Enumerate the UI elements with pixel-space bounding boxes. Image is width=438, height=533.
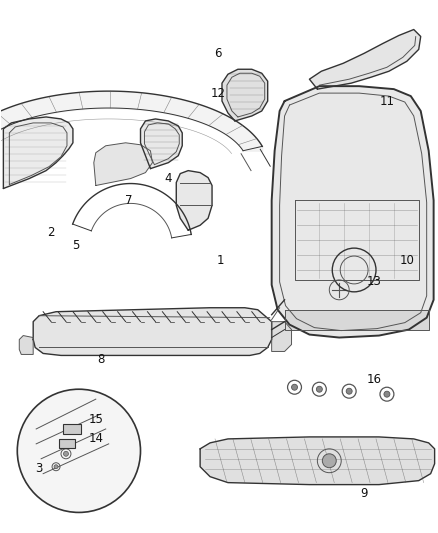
- Polygon shape: [272, 321, 292, 351]
- Text: 13: 13: [367, 276, 381, 288]
- Polygon shape: [33, 308, 272, 356]
- Text: 15: 15: [88, 413, 103, 425]
- Circle shape: [292, 384, 297, 390]
- Circle shape: [346, 388, 352, 394]
- Circle shape: [17, 389, 141, 512]
- Polygon shape: [176, 171, 212, 230]
- Circle shape: [54, 465, 58, 469]
- Circle shape: [316, 386, 322, 392]
- Text: 10: 10: [399, 254, 414, 266]
- Polygon shape: [285, 310, 429, 329]
- Text: 11: 11: [379, 94, 395, 108]
- Text: 9: 9: [360, 487, 368, 500]
- Polygon shape: [19, 336, 33, 354]
- Polygon shape: [222, 69, 268, 121]
- Polygon shape: [94, 143, 152, 185]
- Circle shape: [64, 451, 68, 456]
- Text: 12: 12: [211, 86, 226, 100]
- Text: 8: 8: [97, 353, 104, 366]
- Polygon shape: [4, 117, 73, 189]
- Text: 4: 4: [165, 172, 172, 185]
- Text: 5: 5: [72, 239, 80, 252]
- Text: 1: 1: [216, 254, 224, 266]
- Polygon shape: [141, 119, 182, 168]
- FancyBboxPatch shape: [59, 439, 75, 448]
- Text: 3: 3: [35, 462, 43, 475]
- Circle shape: [384, 391, 390, 397]
- FancyBboxPatch shape: [63, 424, 81, 434]
- Polygon shape: [272, 86, 434, 337]
- Polygon shape: [309, 29, 421, 89]
- Circle shape: [322, 454, 336, 468]
- Text: 7: 7: [125, 194, 132, 207]
- Text: 2: 2: [47, 225, 55, 239]
- Text: 16: 16: [367, 373, 381, 386]
- Polygon shape: [200, 437, 434, 484]
- Text: 6: 6: [214, 47, 222, 60]
- Text: 14: 14: [88, 432, 103, 446]
